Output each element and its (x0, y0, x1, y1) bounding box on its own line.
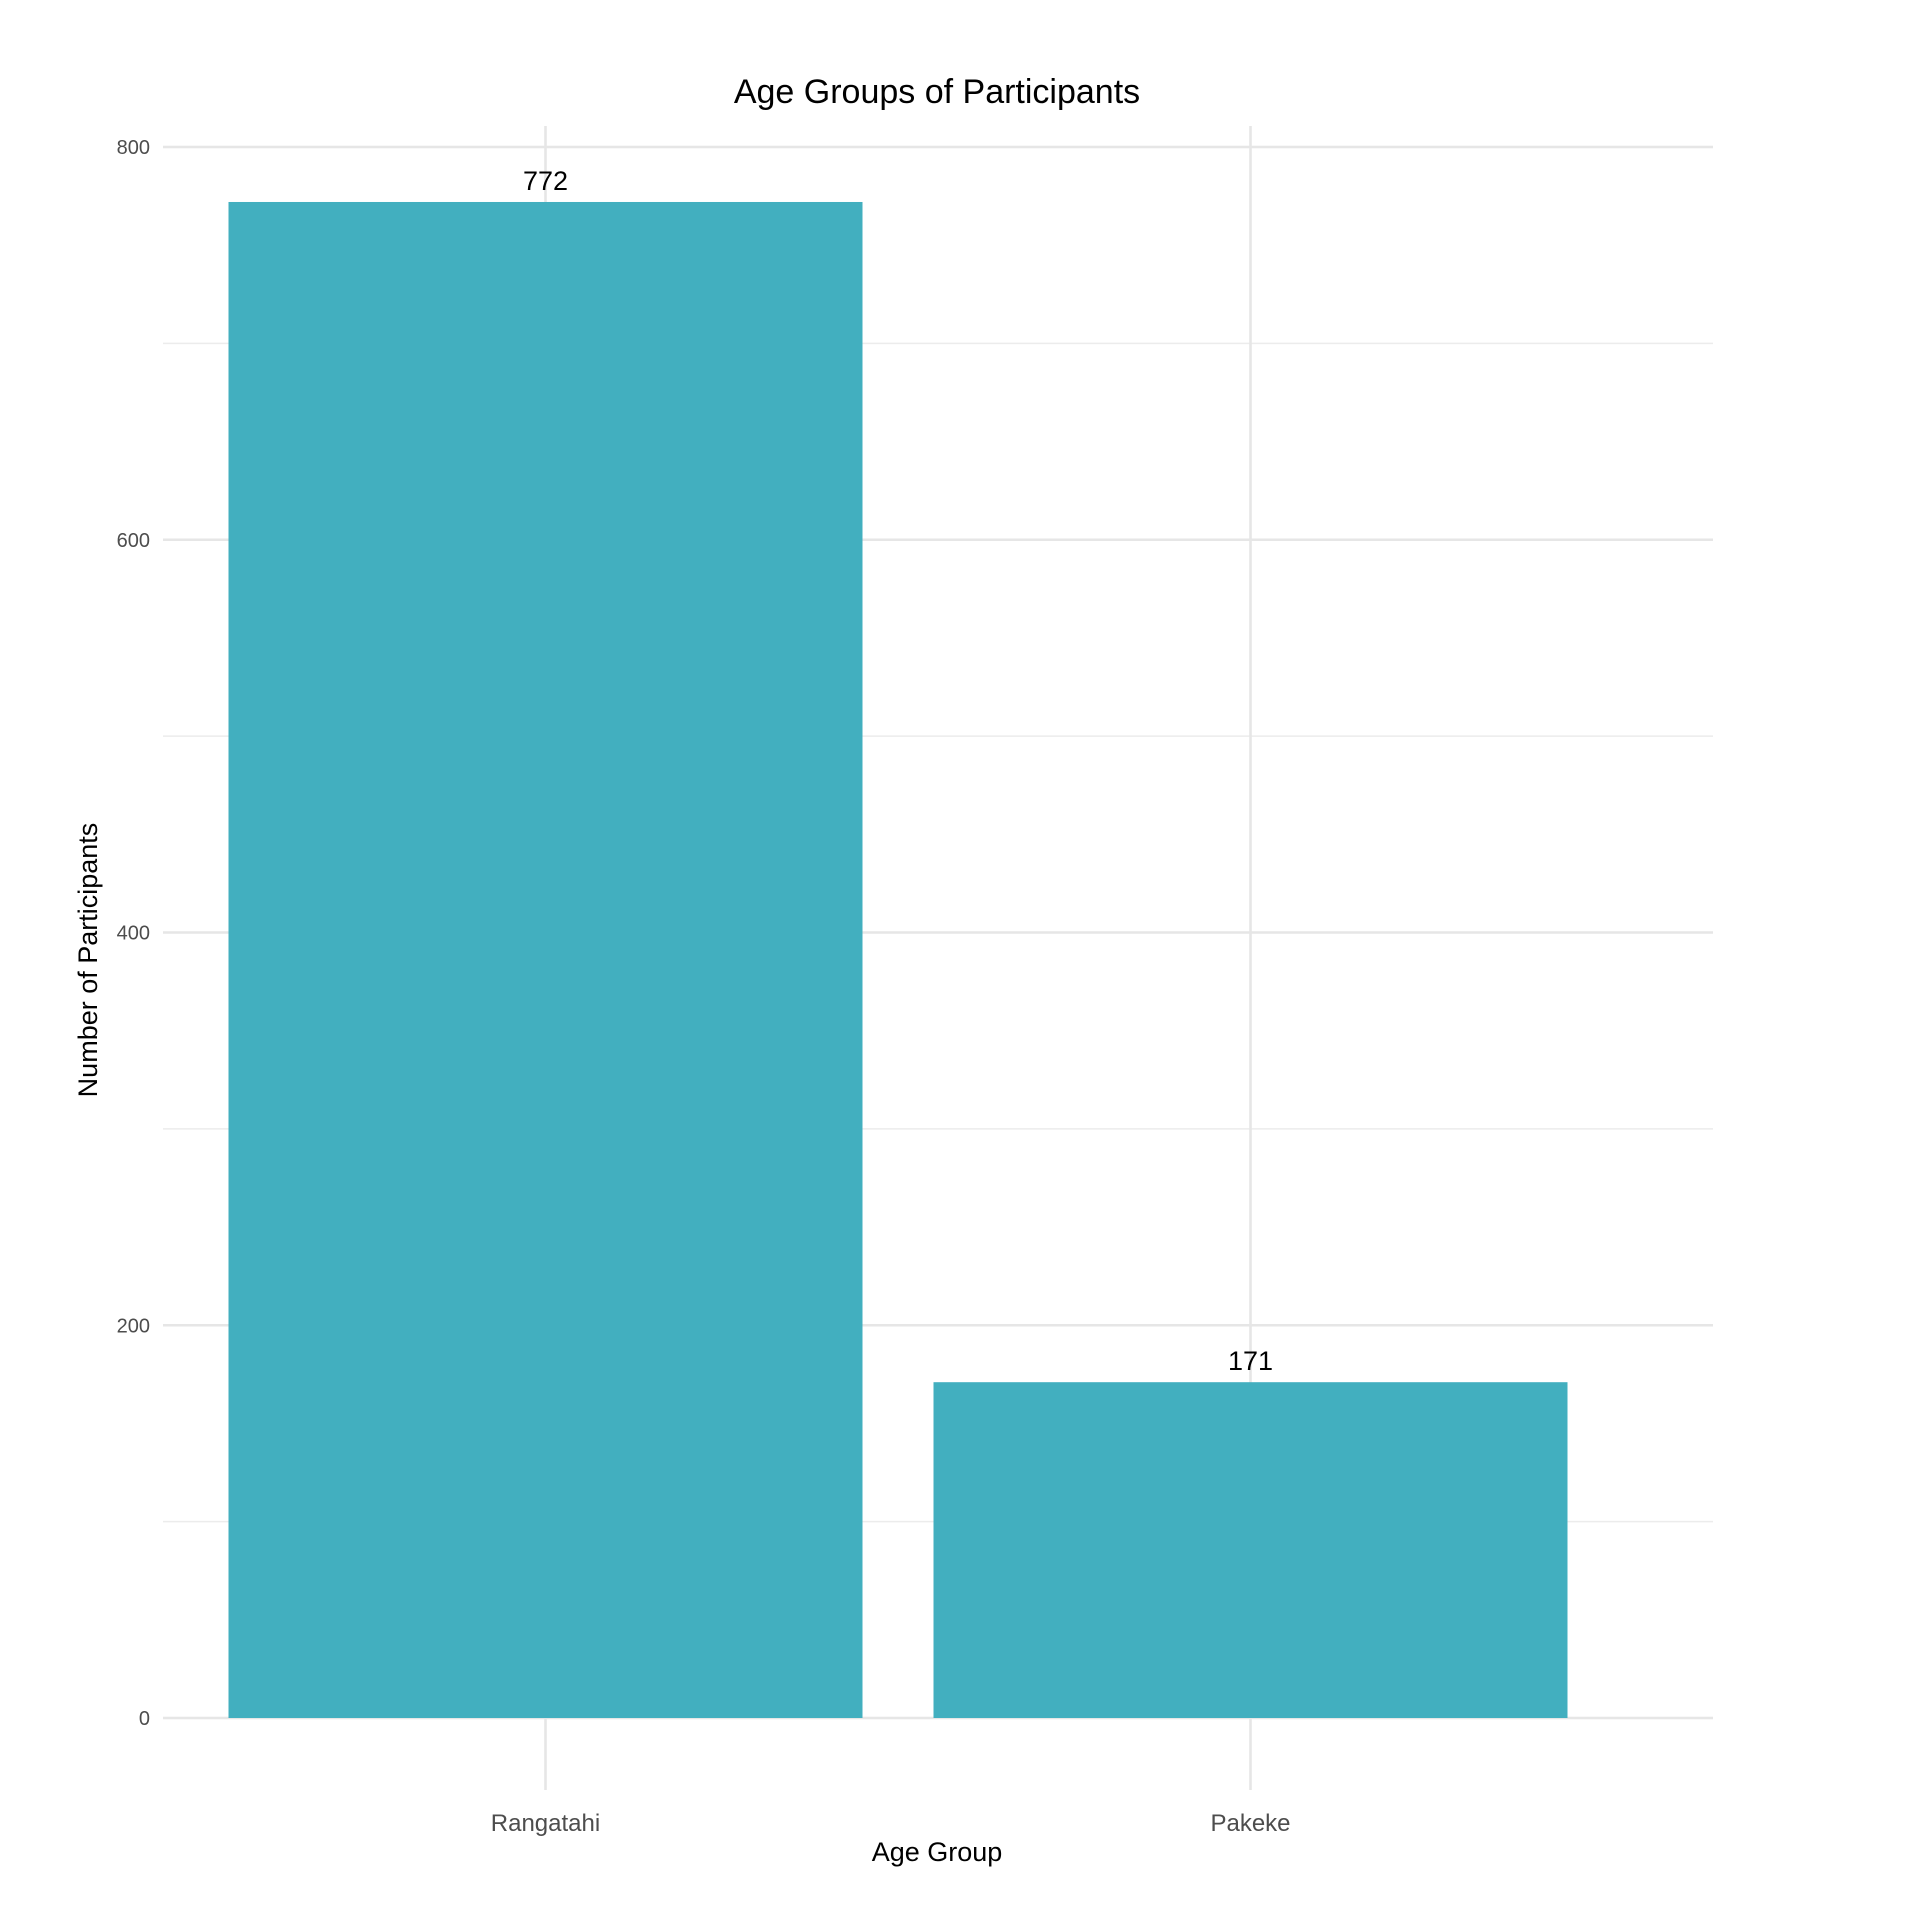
chart-title: Age Groups of Participants (734, 73, 1140, 111)
y-tick-label: 0 (139, 1708, 150, 1730)
y-tick-label: 600 (117, 530, 150, 552)
x-tick-label: Pakeke (1210, 1810, 1290, 1837)
y-tick-label: 800 (117, 137, 150, 159)
y-axis-title: Number of Participants (73, 823, 103, 1098)
bar-pakeke (933, 1382, 1568, 1718)
y-axis-ticks: 0 200 400 600 800 (117, 137, 150, 1730)
data-label: 772 (523, 166, 568, 196)
x-axis-title: Age Group (872, 1837, 1003, 1867)
x-tick-label: Rangatahi (491, 1810, 600, 1837)
y-tick-label: 400 (117, 923, 150, 945)
data-label: 171 (1228, 1346, 1273, 1376)
x-axis-ticks: Rangatahi Pakeke (491, 1810, 1291, 1837)
data-labels: 772 171 (523, 166, 1273, 1376)
y-tick-label: 200 (117, 1315, 150, 1337)
bars (228, 201, 1568, 1719)
bar-rangatahi (228, 201, 863, 1719)
